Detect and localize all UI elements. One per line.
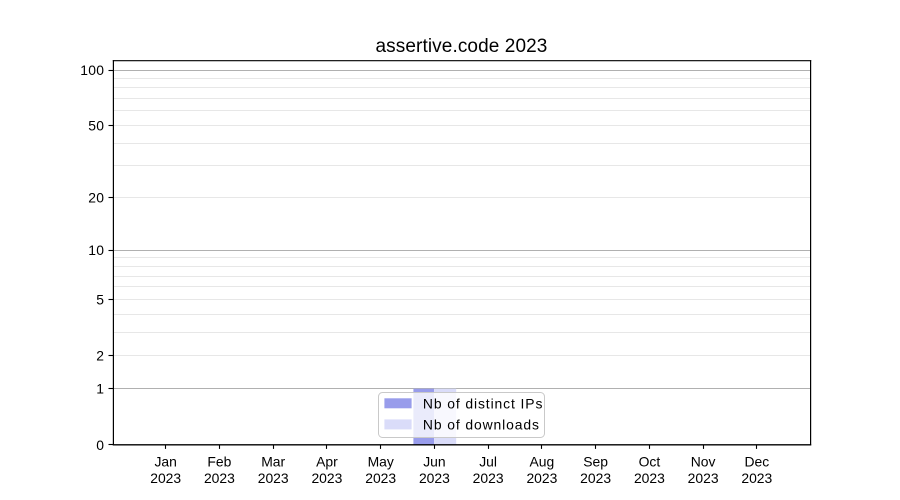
svg-text:Sep: Sep (583, 454, 608, 470)
svg-text:Aug: Aug (530, 454, 555, 470)
svg-text:2023: 2023 (688, 470, 719, 486)
svg-text:20: 20 (88, 190, 104, 206)
svg-text:Nov: Nov (691, 454, 716, 470)
svg-text:Nb of distinct IPs: Nb of distinct IPs (423, 395, 543, 411)
svg-text:0: 0 (96, 437, 104, 453)
svg-text:Jul: Jul (479, 454, 497, 470)
svg-text:2023: 2023 (634, 470, 665, 486)
svg-text:Mar: Mar (261, 454, 285, 470)
svg-text:Oct: Oct (639, 454, 661, 470)
svg-text:Feb: Feb (207, 454, 231, 470)
svg-text:Dec: Dec (744, 454, 769, 470)
svg-text:100: 100 (80, 62, 104, 78)
svg-text:5: 5 (96, 291, 104, 307)
svg-text:Jun: Jun (423, 454, 445, 470)
svg-text:2023: 2023 (150, 470, 181, 486)
svg-text:2023: 2023 (526, 470, 557, 486)
svg-text:2023: 2023 (419, 470, 450, 486)
svg-text:2023: 2023 (204, 470, 235, 486)
svg-text:2023: 2023 (741, 470, 772, 486)
svg-text:2023: 2023 (580, 470, 611, 486)
svg-text:assertive.code 2023: assertive.code 2023 (376, 36, 548, 57)
svg-text:10: 10 (88, 242, 104, 258)
svg-text:2: 2 (96, 348, 104, 364)
svg-text:2023: 2023 (365, 470, 396, 486)
svg-text:50: 50 (88, 117, 104, 133)
svg-text:2023: 2023 (473, 470, 504, 486)
svg-text:1: 1 (96, 381, 104, 397)
svg-text:Apr: Apr (316, 454, 338, 470)
svg-text:Jan: Jan (154, 454, 176, 470)
svg-text:May: May (368, 454, 394, 470)
svg-text:Nb of downloads: Nb of downloads (423, 417, 540, 433)
svg-text:2023: 2023 (258, 470, 289, 486)
svg-text:2023: 2023 (311, 470, 342, 486)
